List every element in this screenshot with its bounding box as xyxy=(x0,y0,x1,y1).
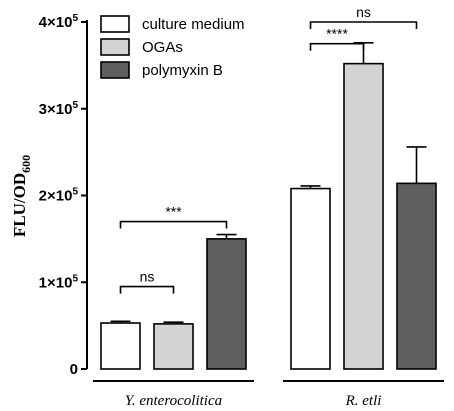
legend-label: OGAs xyxy=(142,39,183,56)
y-tick-label: 4×105 xyxy=(39,13,79,31)
group-label: Y. enterocolitica xyxy=(125,393,222,409)
bar xyxy=(153,323,194,370)
y-tick-label: 2×105 xyxy=(39,187,79,205)
legend-label: culture medium xyxy=(142,16,245,33)
bar xyxy=(290,187,331,370)
legend-swatch xyxy=(100,38,130,56)
significance-label: ns xyxy=(140,269,155,285)
significance-bracket xyxy=(309,21,418,29)
significance-bracket xyxy=(309,42,365,51)
bar xyxy=(343,62,384,370)
significance-bracket xyxy=(119,285,175,294)
significance-label: *** xyxy=(165,204,182,220)
significance-label: ns xyxy=(356,4,371,20)
legend: culture medium OGAs polymyxin B xyxy=(100,15,245,79)
y-tick-label: 0 xyxy=(70,361,78,378)
group-label: R. etli xyxy=(345,393,382,409)
y-tick-label: 3×105 xyxy=(39,100,79,118)
legend-swatch xyxy=(100,15,130,33)
y-tick-label: 1×105 xyxy=(39,273,79,291)
legend-label: polymyxin B xyxy=(142,62,223,79)
axes: 0 1×105 2×105 3×105 4×105 Y. enterocolitica R.… xyxy=(39,13,444,409)
legend-swatch xyxy=(100,61,130,79)
significance-label: **** xyxy=(326,26,348,42)
bars xyxy=(100,42,437,370)
significance-brackets: ns*******ns xyxy=(119,4,418,294)
significance-bracket xyxy=(119,220,228,229)
bar xyxy=(396,182,437,370)
bar xyxy=(100,322,141,370)
y-axis-title: FLU/OD600 xyxy=(10,155,33,237)
bar xyxy=(206,238,247,370)
